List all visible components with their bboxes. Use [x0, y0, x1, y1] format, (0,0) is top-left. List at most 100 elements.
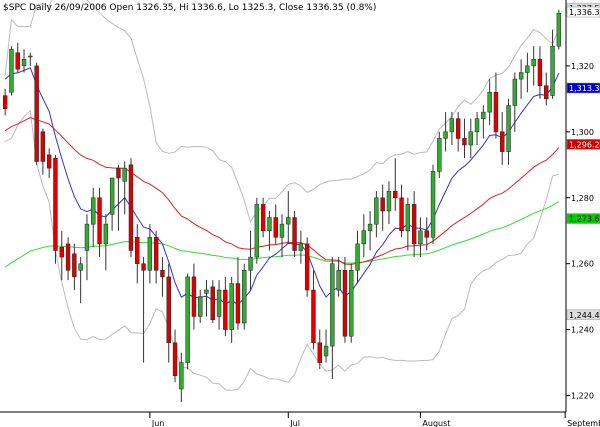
candle-up [550, 45, 555, 96]
candle-down [462, 138, 467, 146]
y-tick-label: 1,260 [571, 260, 594, 269]
candle-down [260, 204, 266, 232]
candle-down [40, 131, 46, 162]
candle-down [166, 276, 171, 344]
candle-down [544, 85, 549, 100]
candle-up [91, 197, 96, 225]
candle-up [103, 223, 109, 245]
candle-up [78, 263, 83, 271]
x-tick-label: August [422, 419, 450, 427]
candle-up [336, 270, 341, 291]
candle-down [135, 237, 140, 264]
price-tag-label: 1,336.35 [569, 8, 600, 17]
price-tag-label: 1,273.69 [569, 215, 600, 224]
candle-down [537, 59, 543, 86]
x-tick-label: Jul [289, 419, 300, 427]
candle-up [21, 59, 27, 67]
candle-down [116, 167, 121, 179]
price-tag-box [566, 6, 600, 18]
candle-down [380, 197, 385, 212]
candle-up [286, 217, 291, 225]
candle-down [160, 270, 165, 278]
candle-up [179, 362, 184, 390]
candle-up [525, 65, 530, 73]
price-tags: 1,337.531,336.351,313.31,296.21,273.691,… [566, 2, 600, 321]
candle-up [9, 49, 14, 93]
candle-up [349, 270, 354, 337]
candle-down [304, 243, 310, 291]
candle-up [242, 270, 247, 324]
candle-up [474, 118, 480, 133]
candle-down [311, 289, 316, 343]
y-tick-label: 1,220 [571, 392, 594, 401]
candle-up [298, 243, 304, 251]
candle-down [493, 92, 499, 133]
candle-up [430, 171, 436, 238]
candle-down [411, 204, 417, 245]
candle-down [191, 276, 197, 317]
candle-down [393, 190, 398, 199]
y-tick-label: 1,240 [571, 326, 594, 335]
candle-up [506, 105, 511, 152]
candle-up [147, 237, 153, 271]
candle-down [273, 217, 278, 238]
candle-up [84, 223, 90, 251]
candle-down [153, 237, 159, 271]
candle-up [512, 78, 518, 106]
upper-band-line [4, 0, 560, 224]
candles [2, 9, 562, 403]
quote-label: Daily 26/09/2006 Open 1326.35, Hi 1336.6… [29, 3, 376, 13]
chart-header: $SPC Daily 26/09/2006 Open 1326.35, Hi 1… [3, 3, 376, 13]
lower-band-line [4, 109, 560, 391]
candle-up [518, 72, 524, 80]
candle-up [556, 12, 562, 47]
candle-down [141, 263, 146, 271]
x-tick-label: September [567, 419, 600, 427]
candle-down [15, 52, 20, 70]
candle-down [46, 154, 52, 169]
symbol-label: $SPC [3, 3, 26, 13]
candle-down [34, 65, 39, 162]
candle-up [28, 55, 33, 58]
candle-up [279, 223, 285, 238]
x-axis: Jun Jul August September [149, 412, 600, 427]
candle-up [355, 243, 360, 271]
candle-up [437, 138, 442, 172]
price-tag-box [566, 309, 600, 321]
candle-up [374, 197, 379, 225]
price-tag-label: 1,313.3 [569, 84, 600, 93]
candle-up [330, 263, 335, 347]
candle-down [317, 342, 322, 363]
candle-up [185, 276, 190, 363]
candle-up [443, 131, 448, 139]
candle-down [235, 283, 241, 324]
price-tag-box [566, 82, 600, 94]
y-tick-label: 1,320 [571, 62, 594, 71]
candle-down [210, 286, 215, 321]
candle-up [323, 345, 329, 357]
candle-up [367, 223, 373, 231]
candle-up [216, 289, 222, 317]
candle-up [386, 190, 392, 212]
price-tag-box [566, 139, 600, 150]
candle-up [531, 59, 536, 67]
candle-up [254, 204, 260, 258]
candle-up [418, 230, 423, 245]
candle-up [267, 217, 272, 231]
y-tick-label: 1,280 [571, 194, 594, 203]
candle-down [455, 118, 461, 139]
candle-down [424, 230, 429, 238]
y-tick-label: 1,300 [571, 128, 594, 137]
candle-down [172, 342, 178, 377]
candle-down [292, 217, 297, 251]
candle-down [53, 157, 58, 251]
candle-up [229, 283, 234, 330]
candle-down [59, 246, 64, 258]
candle-up [468, 131, 473, 146]
candle-down [342, 270, 348, 337]
x-tick-label: Jun [151, 419, 165, 427]
candle-down [97, 197, 102, 245]
price-tag-label: 1,296.2 [569, 140, 600, 149]
candle-up [361, 230, 366, 245]
